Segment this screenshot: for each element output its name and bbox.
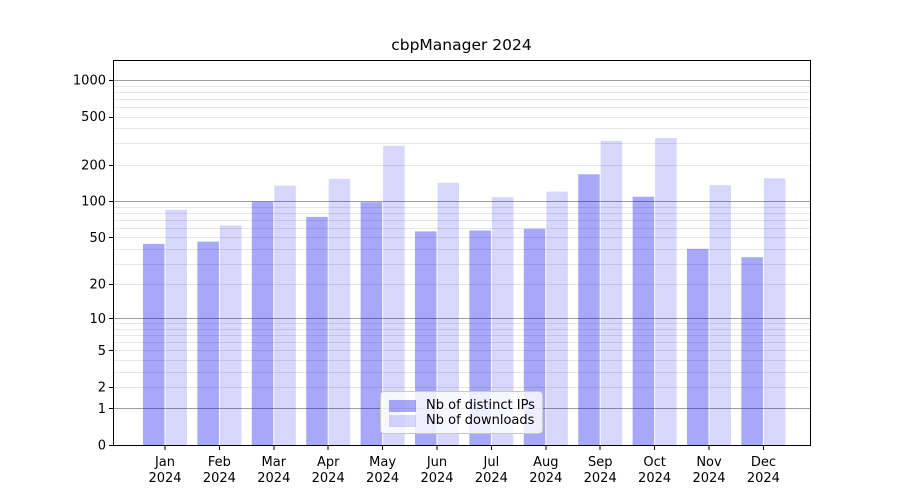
legend-label-downloads: Nb of downloads <box>426 413 535 428</box>
x-tick-month-sep: Sep <box>588 455 613 470</box>
bar-distinct-ips-sep <box>578 174 600 446</box>
x-tick-month-feb: Feb <box>208 455 231 470</box>
bar-downloads-mar <box>274 185 296 445</box>
y-tick-label-50: 50 <box>89 231 106 246</box>
x-tick-year-jun: 2024 <box>420 471 453 486</box>
y-tick-label-100: 100 <box>81 195 106 210</box>
bar-downloads-jan <box>165 209 187 445</box>
y-tick-label-5: 5 <box>98 344 106 359</box>
y-tick-label-200: 200 <box>81 158 106 173</box>
x-tick-year-sep: 2024 <box>584 471 617 486</box>
bar-downloads-may <box>383 145 405 446</box>
distinct-ips-swatch-icon <box>389 399 416 412</box>
x-tick-year-may: 2024 <box>366 471 399 486</box>
bar-distinct-ips-aug <box>523 228 546 445</box>
y-tick-label-1000: 1000 <box>73 74 106 89</box>
bar-downloads-nov <box>709 185 731 445</box>
y-tick-label-10: 10 <box>89 312 106 327</box>
bars <box>143 138 786 446</box>
plot-border <box>113 60 811 446</box>
bar-distinct-ips-mar <box>251 201 274 445</box>
y-tick-label-500: 500 <box>81 110 106 125</box>
x-tick-year-apr: 2024 <box>312 471 345 486</box>
x-tick-month-may: May <box>369 455 396 470</box>
x-tick-month-mar: Mar <box>262 455 287 470</box>
bar-downloads-feb <box>219 225 242 445</box>
x-tick-year-aug: 2024 <box>529 471 562 486</box>
y-tick-label-2: 2 <box>98 381 106 396</box>
bar-downloads-sep <box>600 140 623 445</box>
x-tick-month-jun: Jun <box>426 455 447 470</box>
bar-distinct-ips-dec <box>741 257 763 445</box>
bar-distinct-ips-nov <box>687 248 709 445</box>
y-axis: 0 1 2 5 10 20 50 100 200 500 1000 <box>73 74 113 454</box>
y-tick-label-1: 1 <box>98 402 106 417</box>
x-tick-year-mar: 2024 <box>257 471 290 486</box>
bar-downloads-aug <box>546 191 568 445</box>
x-tick-year-jan: 2024 <box>148 471 181 486</box>
bar-distinct-ips-may <box>360 202 383 445</box>
x-tick-month-nov: Nov <box>696 455 722 470</box>
x-tick-month-dec: Dec <box>751 455 776 470</box>
y-tick-label-0: 0 <box>98 439 106 454</box>
x-tick-year-oct: 2024 <box>638 471 671 486</box>
y-tick-label-20: 20 <box>89 278 106 293</box>
legend-label-distinct-ips: Nb of distinct IPs <box>426 398 535 413</box>
x-tick-month-jan: Jan <box>154 455 175 470</box>
chart-title: cbpManager 2024 <box>391 36 532 54</box>
minor-gridlines <box>113 86 810 388</box>
bar-distinct-ips-jan <box>143 243 165 445</box>
x-tick-year-dec: 2024 <box>747 471 780 486</box>
bar-distinct-ips-feb <box>197 241 219 445</box>
x-tick-year-jul: 2024 <box>475 471 508 486</box>
x-tick-month-apr: Apr <box>317 455 340 470</box>
legend-row-distinct-ips: Nb of distinct IPs <box>389 398 535 413</box>
bar-distinct-ips-apr <box>306 216 328 445</box>
bar-downloads-apr <box>328 178 351 445</box>
x-axis: Jan2024Feb2024Mar2024Apr2024May2024Jun20… <box>148 446 780 486</box>
bar-downloads-jun <box>437 182 459 446</box>
bar-downloads-dec <box>763 178 786 445</box>
x-tick-month-aug: Aug <box>533 455 558 470</box>
bar-distinct-ips-oct <box>632 196 655 445</box>
bar-downloads-jul <box>491 197 514 445</box>
x-tick-month-oct: Oct <box>643 455 665 470</box>
bar-downloads-oct <box>655 138 677 445</box>
downloads-swatch-icon <box>389 414 416 427</box>
legend-row-downloads: Nb of downloads <box>389 413 534 428</box>
legend: Nb of distinct IPs Nb of downloads <box>380 391 543 434</box>
x-tick-year-feb: 2024 <box>203 471 236 486</box>
x-tick-year-nov: 2024 <box>692 471 725 486</box>
x-tick-month-jul: Jul <box>483 455 500 470</box>
